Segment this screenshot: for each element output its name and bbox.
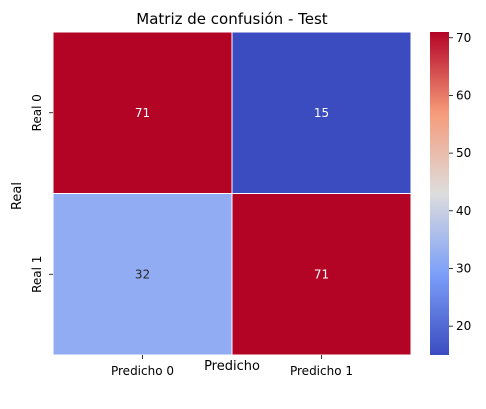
colorbar-tick-label-1: 30 [456, 261, 471, 275]
heatmap-cell-r1-c1 [231, 193, 412, 356]
heatmap-cell-r0-c1 [231, 31, 412, 194]
heatmap-cell-labels: 71 15 32 71 [135, 106, 329, 282]
y-tick-label-1: Real 1 [30, 256, 44, 293]
y-tick-label-0: Real 0 [30, 94, 44, 131]
colorbar-tick-label-2: 40 [456, 204, 471, 218]
colorbar-tick-label-4: 60 [456, 88, 471, 102]
x-axis: Predicho 0 Predicho 1 [111, 355, 353, 378]
cell-value-r0-c0: 71 [135, 106, 150, 120]
y-axis: Real 0 Real 1 [30, 94, 53, 293]
cell-value-r1-c1: 71 [314, 267, 329, 281]
colorbar-tick-label-0: 20 [456, 319, 471, 333]
heatmap-cells [52, 31, 412, 356]
x-tick-label-0: Predicho 0 [111, 364, 174, 378]
heatmap-cell-r0-c0 [52, 31, 233, 194]
colorbar-tick-label-5: 70 [456, 31, 471, 45]
chart-title: Matriz de confusión - Test [136, 10, 328, 28]
x-tick-label-1: Predicho 1 [290, 364, 353, 378]
colorbar-ticks: 20 30 40 50 60 70 [449, 31, 471, 333]
cell-value-r0-c1: 15 [314, 106, 329, 120]
colorbar [430, 32, 449, 355]
y-axis-label: Real [10, 182, 25, 210]
x-axis-label: Predicho [204, 359, 260, 374]
cell-value-r1-c0: 32 [135, 267, 150, 281]
heatmap-cell-r1-c0 [52, 193, 233, 356]
colorbar-tick-label-3: 50 [456, 146, 471, 160]
